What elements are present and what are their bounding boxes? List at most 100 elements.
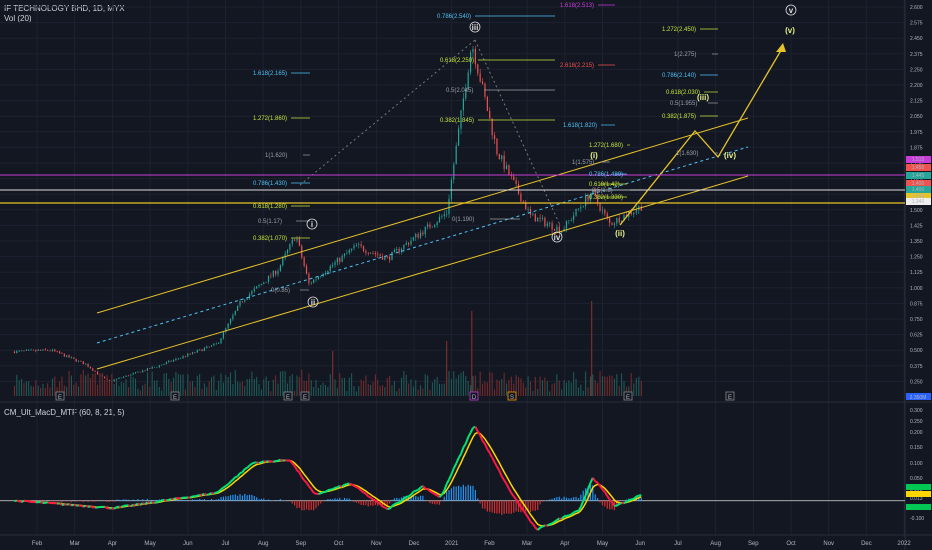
candle-body [477, 64, 479, 74]
volume-bar [553, 383, 555, 396]
price-tag-label: 1.340 [912, 194, 925, 200]
candle-body [549, 222, 551, 224]
macd-hist-bar [577, 498, 580, 501]
macd-line-segment [365, 493, 370, 498]
volume-bar [334, 379, 336, 396]
candle-body [410, 240, 412, 245]
macd-line-segment [384, 506, 388, 510]
volume-bar [537, 389, 539, 396]
macd-line-segment [469, 427, 474, 434]
candle-body [215, 343, 217, 345]
macd-hist-bar [194, 499, 196, 501]
candle-body [134, 372, 137, 374]
event-marker: E [626, 395, 630, 401]
macd-hist-bar [412, 495, 414, 501]
macd-line-segment [601, 488, 606, 493]
candle-body [265, 281, 267, 283]
candle-body [633, 212, 635, 215]
macd-hist-bar [491, 500, 493, 513]
macd-line-segment [353, 484, 357, 488]
volume-bar [458, 374, 460, 396]
event-marker-box [623, 391, 633, 401]
volume-bar [59, 381, 61, 396]
volume-bar [621, 373, 623, 396]
macd-hist-bar [187, 500, 189, 501]
macd-line-segment [445, 479, 450, 485]
macd-hist-bar [443, 496, 445, 501]
time-axis-label: May [144, 541, 155, 547]
candle-body [568, 220, 570, 221]
candle-body [635, 210, 637, 213]
volume-bar [412, 386, 414, 396]
macd-line-segment [493, 461, 498, 468]
volume-bar [310, 380, 312, 396]
macd-line-segment [606, 495, 611, 501]
macd-line-segment [346, 482, 350, 486]
volume-bar [396, 391, 398, 396]
macd-hist-bar [360, 500, 362, 505]
macd-line-segment [611, 501, 616, 507]
candle-body [317, 276, 319, 280]
candle-body [20, 350, 23, 352]
macd-line-segment [426, 488, 431, 492]
macd-hist-bar [582, 490, 584, 501]
macd-line-segment [217, 488, 222, 493]
volume-bar [18, 380, 20, 396]
macd-hist-bar [232, 494, 234, 501]
volume-bar [325, 384, 327, 396]
fib-level-label: 0.618(1.280) [253, 204, 287, 210]
macd-hist-bar [400, 497, 403, 501]
candle-body [289, 243, 291, 250]
volume-bar [116, 379, 118, 396]
volume-bar [448, 371, 450, 396]
macd-hist-bar [227, 496, 229, 501]
macd-line-segment [481, 440, 486, 445]
volume-bar [355, 391, 357, 396]
volume-bar [424, 374, 426, 396]
volume-bar [260, 389, 262, 396]
event-marker: S [510, 395, 514, 401]
volume-bar [420, 385, 422, 396]
macd-line-segment [232, 476, 236, 481]
volume-bar [563, 380, 565, 396]
candle-body [315, 279, 317, 280]
volume-bar [510, 376, 512, 396]
volume-bar [597, 382, 599, 396]
macd-line-segment [628, 498, 632, 502]
volume-bar [270, 391, 272, 396]
event-marker-box [283, 391, 293, 401]
candle-body [182, 356, 184, 358]
candle-body [515, 180, 517, 184]
macd-hist-bar [56, 500, 58, 502]
volume-bar [222, 382, 224, 396]
candles [13, 45, 642, 382]
volume-bar [268, 381, 270, 396]
volume-bar [506, 383, 508, 396]
macd-hist-bar [493, 500, 496, 514]
time-axis-label: Apr [560, 541, 569, 547]
macd-hist-bar [279, 499, 282, 501]
candle-body [465, 88, 467, 99]
price-axis-label: 0.625 [910, 333, 923, 339]
volume-bar [253, 378, 255, 396]
volume-bar [606, 376, 608, 396]
macd-hist-bar [465, 486, 467, 501]
macd-line-segment [584, 488, 589, 496]
candle-body [104, 376, 106, 379]
macd-hist-bar [529, 500, 532, 512]
macd-line-segment [270, 460, 274, 463]
volume-bar [501, 379, 503, 396]
volume-bar [125, 379, 127, 396]
macd-hist-bar [267, 499, 270, 501]
candle-body [144, 370, 146, 372]
volume-bar [322, 382, 324, 396]
macd-line-segment [603, 491, 609, 497]
macd-line-segment [277, 458, 281, 462]
candle-body [355, 245, 357, 246]
price-tag [906, 193, 931, 200]
volume-bar [25, 381, 27, 396]
macd-hist-bar [201, 499, 203, 501]
macd-line-segment [28, 500, 32, 503]
candle-body [534, 213, 536, 222]
